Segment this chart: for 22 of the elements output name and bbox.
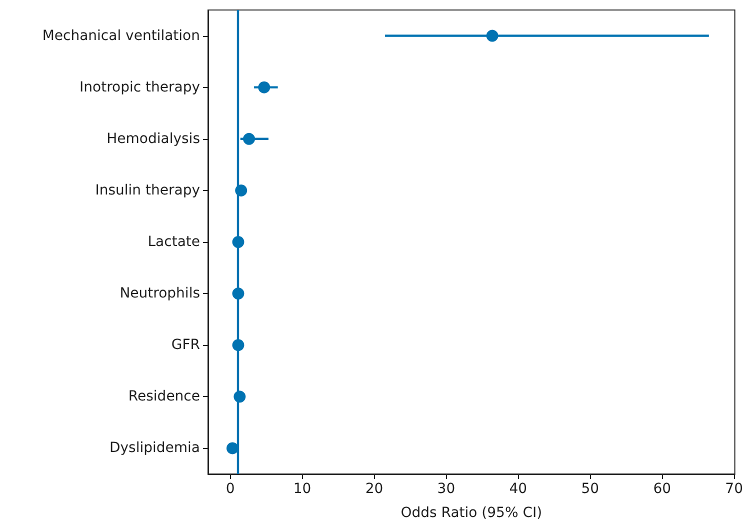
y-tick-label: Residence [128, 388, 200, 405]
x-tick-label: 70 [725, 481, 744, 497]
point [226, 442, 238, 454]
y-tick-label: Inotropic therapy [80, 79, 200, 96]
x-tick-label: 30 [437, 481, 456, 497]
y-tick-label: Neutrophils [120, 286, 200, 302]
point [486, 30, 498, 42]
x-tick-label: 60 [653, 481, 672, 497]
x-tick-label: 0 [226, 481, 235, 497]
point [258, 81, 270, 94]
x-tick-label: 40 [509, 481, 528, 497]
x-axis-title: Odds Ratio (95% CI) [400, 505, 542, 521]
point [243, 132, 256, 145]
x-tick-label: 50 [581, 481, 600, 497]
x-tick-label: 10 [293, 481, 312, 497]
y-tick-label: Insulin therapy [95, 182, 200, 198]
y-tick-label: Hemodialysis [106, 130, 200, 147]
y-tick-label: Dyslipidemia [109, 440, 200, 456]
y-tick-label: GFR [171, 337, 200, 354]
y-tick-label: Lactate [148, 234, 200, 250]
x-tick-label: 20 [365, 481, 384, 497]
y-tick-label: Mechanical ventilation [42, 28, 200, 44]
